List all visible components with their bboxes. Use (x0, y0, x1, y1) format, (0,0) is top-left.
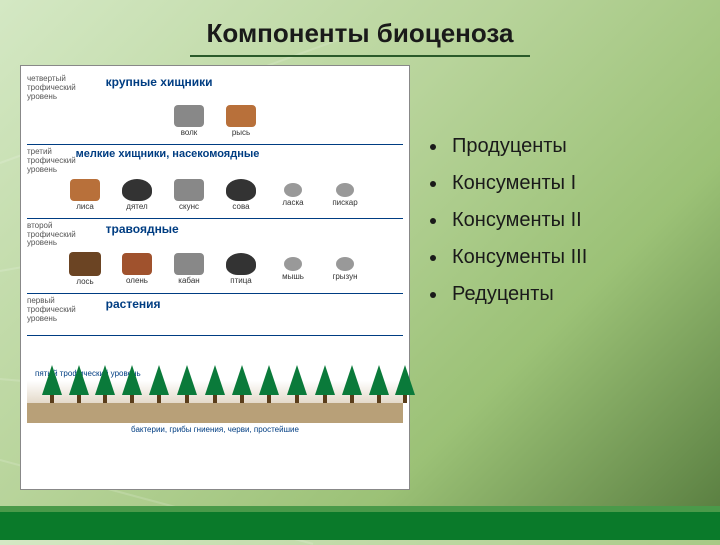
bullet-icon (430, 255, 436, 261)
list-item: Консументы III (430, 246, 587, 269)
list-item: Продуценты (430, 135, 587, 158)
animal-label: волк (169, 128, 209, 137)
птица-icon (226, 253, 256, 275)
animal-label: лиса (65, 202, 105, 211)
level-title: крупные хищники (106, 75, 213, 89)
animal-label: сова (221, 202, 261, 211)
рысь-icon (226, 105, 256, 127)
tree-icon (369, 365, 389, 403)
level-title: мелкие хищники, насекомоядные (76, 148, 260, 160)
animal-label: кабан (169, 276, 209, 285)
component-label: Консументы III (452, 246, 587, 269)
скунс-icon (174, 179, 204, 201)
animal-label: птица (221, 276, 261, 285)
forest-illustration: пятый трофический уровень (27, 338, 403, 423)
tree-icon (42, 365, 62, 403)
bullet-icon (430, 181, 436, 187)
tree-icon (149, 365, 169, 403)
animal-олень: олень (117, 253, 157, 285)
tree-icon (177, 365, 197, 403)
list-item: Консументы I (430, 172, 587, 195)
footer-accent-dark (0, 512, 720, 540)
bullet-icon (430, 292, 436, 298)
bullet-icon (430, 144, 436, 150)
animal-label: скунс (169, 202, 209, 211)
лось-icon (69, 252, 101, 276)
animal-кабан: кабан (169, 253, 209, 285)
tree-icon (205, 365, 225, 403)
ласка-icon (284, 183, 302, 197)
trophic-level-4: четвертыйтрофическийуровень крупные хищн… (27, 72, 403, 145)
animal-label: олень (117, 276, 157, 285)
animal-label: грызун (325, 272, 365, 281)
tree-icon (287, 365, 307, 403)
trophic-level-1: первыйтрофическийуровень растения (27, 294, 403, 335)
мышь-icon (284, 257, 302, 271)
main-content: четвертыйтрофическийуровень крупные хищн… (0, 65, 720, 490)
грызун-icon (336, 257, 354, 271)
пискар-icon (336, 183, 354, 197)
animal-лось: лось (65, 252, 105, 286)
tree-icon (259, 365, 279, 403)
soil-layer (27, 403, 403, 423)
лиса-icon (70, 179, 100, 201)
дятел-icon (122, 179, 152, 201)
tree-icon (342, 365, 362, 403)
component-label: Продуценты (452, 135, 567, 158)
animal-label: мышь (273, 272, 313, 281)
animal-label: дятел (117, 202, 157, 211)
animal-label: пискар (325, 198, 365, 207)
component-label: Консументы II (452, 209, 582, 232)
slide-title: Компоненты биоценоза (0, 18, 720, 49)
animal-птица: птица (221, 253, 261, 285)
олень-icon (122, 253, 152, 275)
animal-пискар: пискар (325, 183, 365, 207)
slide-header: Компоненты биоценоза (0, 0, 720, 65)
trophic-diagram: четвертыйтрофическийуровень крупные хищн… (20, 65, 410, 490)
component-list: Продуценты Консументы I Консументы II Консу… (425, 65, 587, 490)
tree-icon (69, 365, 89, 403)
component-label: Консументы I (452, 172, 576, 195)
tree-icon (395, 365, 415, 403)
bullet-icon (430, 218, 436, 224)
tree-icon (122, 365, 142, 403)
trophic-level-2: второйтрофическийуровень травоядные лось… (27, 219, 403, 294)
animal-row: лось олень кабан птица мышь грызун (27, 248, 403, 290)
list-item: Консументы II (430, 209, 587, 232)
tree-icon (315, 365, 335, 403)
animal-скунс: скунс (169, 179, 209, 211)
tree-icon (232, 365, 252, 403)
level-label: первыйтрофическийуровень (27, 297, 76, 323)
animal-ласка: ласка (273, 183, 313, 207)
кабан-icon (174, 253, 204, 275)
animal-лиса: лиса (65, 179, 105, 211)
level-label: третийтрофическийуровень (27, 148, 76, 174)
animal-label: рысь (221, 128, 261, 137)
level-title: растения (106, 297, 161, 311)
animal-волк: волк (169, 105, 209, 137)
list-item: Редуценты (430, 283, 587, 306)
tree-icon (95, 365, 115, 403)
animal-дятел: дятел (117, 179, 157, 211)
animal-label: лось (65, 277, 105, 286)
animal-label: ласка (273, 198, 313, 207)
animal-сова: сова (221, 179, 261, 211)
level-title: травоядные (106, 222, 179, 236)
decomposers-label: бактерии, грибы гниения, черви, простейш… (27, 423, 403, 436)
animal-row: волк рысь (27, 101, 403, 141)
волк-icon (174, 105, 204, 127)
animal-рысь: рысь (221, 105, 261, 137)
level-label: второйтрофическийуровень (27, 222, 76, 248)
title-underline (190, 55, 530, 57)
level-label: четвертыйтрофическийуровень (27, 75, 76, 101)
animal-грызун: грызун (325, 257, 365, 281)
animal-row: лиса дятел скунс сова ласка пискар (27, 175, 403, 215)
animal-мышь: мышь (273, 257, 313, 281)
trophic-level-3: третийтрофическийуровень мелкие хищники,… (27, 145, 403, 218)
component-label: Редуценты (452, 283, 554, 306)
сова-icon (226, 179, 256, 201)
